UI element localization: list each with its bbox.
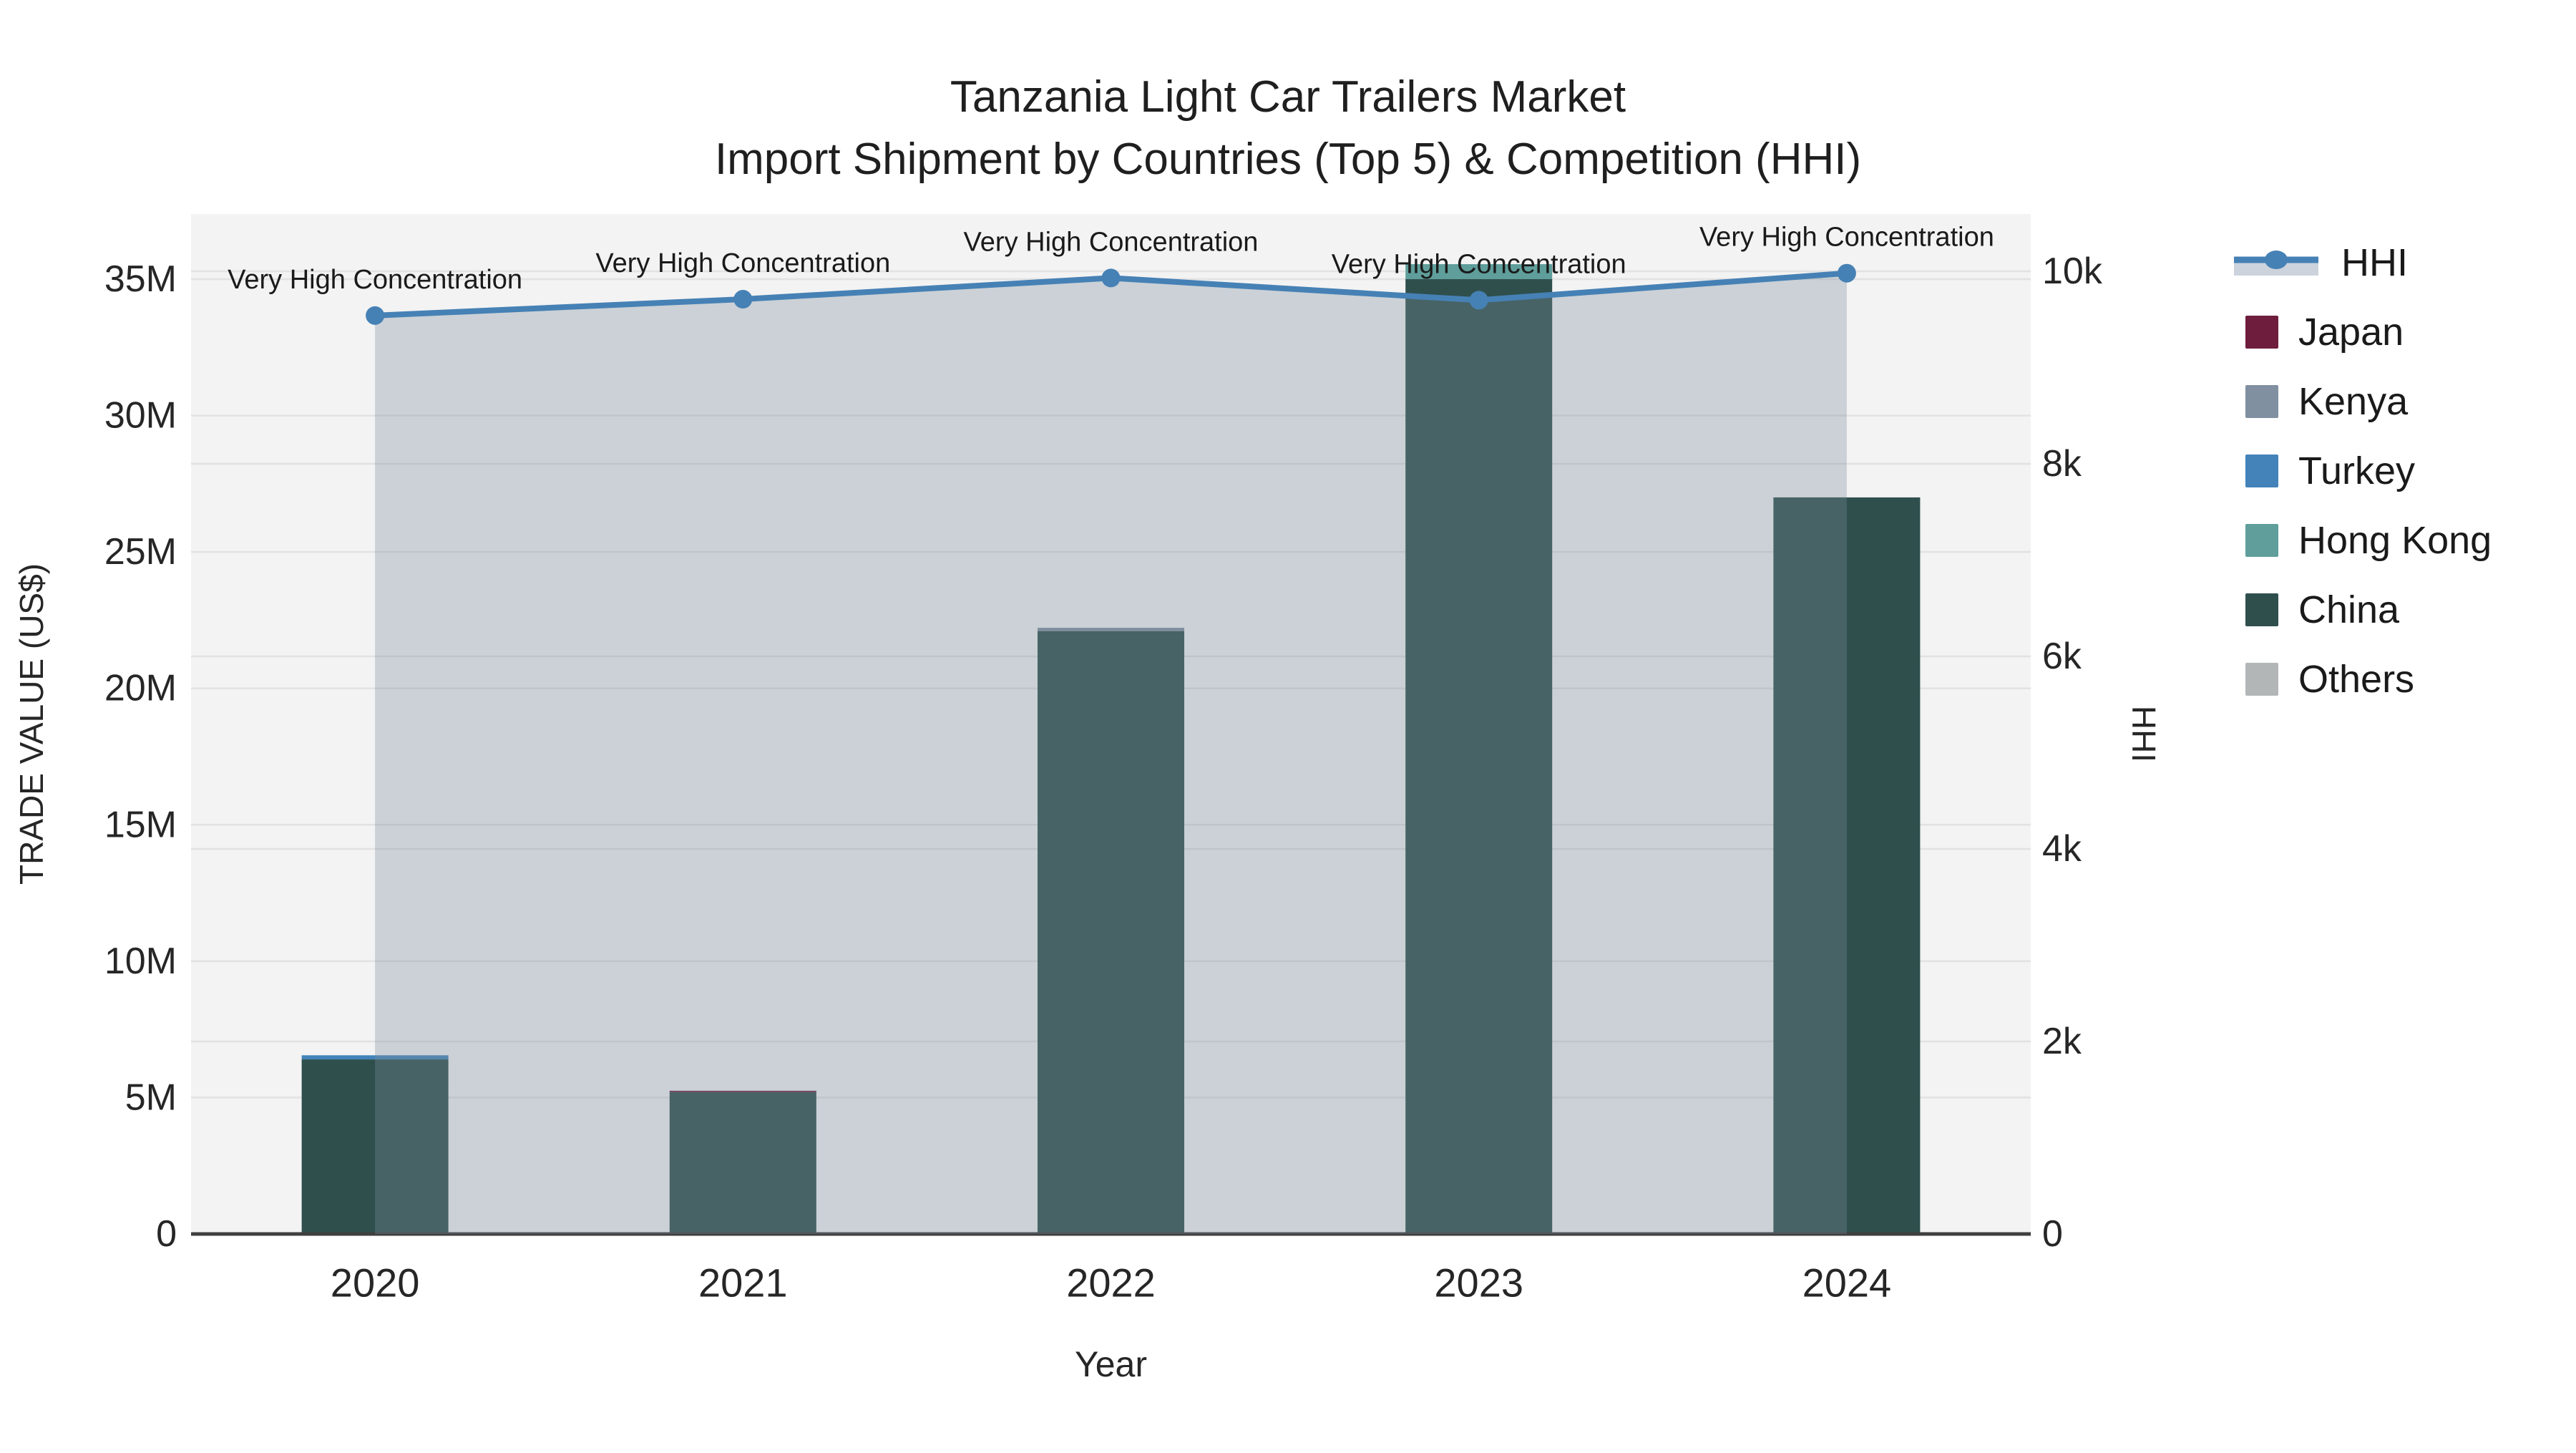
y-left-tick-20M: 20M bbox=[104, 668, 177, 709]
bar-segment-kenya-2022 bbox=[1038, 628, 1184, 631]
bar-segment-china-2023 bbox=[1405, 279, 1553, 1234]
legend-swatch-china bbox=[2245, 593, 2278, 626]
legend-label-hong-kong: Hong Kong bbox=[2298, 518, 2492, 562]
x-tick-2020: 2020 bbox=[331, 1260, 420, 1306]
x-tick-2022: 2022 bbox=[1066, 1260, 1156, 1306]
legend-item-hhi[interactable]: HHI bbox=[2231, 228, 2492, 297]
legend-item-japan[interactable]: Japan bbox=[2231, 297, 2492, 366]
legend-label-kenya: Kenya bbox=[2298, 379, 2409, 423]
legend: HHI Japan Kenya Turkey Hong Kong China Others bbox=[2231, 228, 2492, 714]
chart-title: Tanzania Light Car Trailers Market Impor… bbox=[0, 66, 2576, 190]
annotation-2024: Very High Concentration bbox=[1699, 223, 1994, 253]
y-left-tick-25M: 25M bbox=[104, 531, 177, 573]
chart-title-line2: Import Shipment by Countries (Top 5) & C… bbox=[714, 135, 1862, 184]
legend-label-turkey: Turkey bbox=[2298, 449, 2416, 492]
y-left-tick-15M: 15M bbox=[104, 804, 177, 845]
hhi-marker-2020 bbox=[366, 306, 385, 325]
y-left-tick-5M: 5M bbox=[125, 1077, 177, 1118]
legend-item-hong-kong[interactable]: Hong Kong bbox=[2231, 505, 2492, 575]
hhi-marker-2022 bbox=[1101, 268, 1121, 288]
bar-segment-china-2022 bbox=[1038, 631, 1184, 1234]
legend-swatch-hong-kong bbox=[2245, 523, 2278, 557]
legend-item-others[interactable]: Others bbox=[2231, 644, 2492, 714]
legend-swatch-kenya bbox=[2245, 384, 2278, 418]
bar-segment-china-2021 bbox=[669, 1092, 816, 1234]
legend-swatch-japan bbox=[2245, 315, 2278, 349]
legend-item-china[interactable]: China bbox=[2231, 575, 2492, 644]
x-tick-2023: 2023 bbox=[1434, 1260, 1523, 1306]
y-left-tick-0: 0 bbox=[156, 1213, 177, 1255]
legend-label-others: Others bbox=[2298, 657, 2415, 701]
y-left-tick-35M: 35M bbox=[104, 258, 177, 300]
y-right-tick-4k: 4k bbox=[2042, 828, 2082, 870]
legend-item-kenya[interactable]: Kenya bbox=[2231, 366, 2492, 436]
hhi-line-sample-icon bbox=[2234, 250, 2318, 276]
y-right-tick-0: 0 bbox=[2042, 1213, 2063, 1255]
legend-label-china: China bbox=[2298, 588, 2400, 631]
y-right-tick-10k: 10k bbox=[2042, 251, 2103, 292]
y-right-tick-8k: 8k bbox=[2042, 443, 2082, 485]
hhi-marker-2021 bbox=[733, 290, 753, 309]
hhi-marker-2024 bbox=[1837, 263, 1856, 283]
y-right-tick-6k: 6k bbox=[2042, 636, 2082, 677]
legend-swatch-turkey bbox=[2245, 454, 2278, 487]
annotation-2021: Very High Concentration bbox=[595, 248, 890, 278]
bar-segment-hong-kong-2023 bbox=[1405, 264, 1553, 280]
bar-segment-turkey-2020 bbox=[301, 1055, 449, 1060]
annotation-2022: Very High Concentration bbox=[964, 227, 1259, 257]
y-right-axis-title: HHI bbox=[2125, 706, 2162, 762]
legend-item-turkey[interactable]: Turkey bbox=[2231, 436, 2492, 505]
legend-label-hhi: HHI bbox=[2341, 240, 2408, 284]
y-left-axis-title: TRADE VALUE (US$) bbox=[13, 563, 50, 885]
x-tick-2021: 2021 bbox=[698, 1260, 788, 1306]
bar-segment-china-2020 bbox=[301, 1059, 449, 1234]
bar-segment-japan-2021 bbox=[669, 1090, 816, 1092]
legend-label-japan: Japan bbox=[2298, 310, 2404, 354]
chart-title-line1: Tanzania Light Car Trailers Market bbox=[950, 72, 1626, 122]
x-axis-title: Year bbox=[1075, 1344, 1147, 1384]
hhi-marker-2023 bbox=[1469, 291, 1488, 310]
annotation-2023: Very High Concentration bbox=[1332, 249, 1626, 279]
y-left-tick-30M: 30M bbox=[104, 395, 177, 437]
y-right-tick-2k: 2k bbox=[2042, 1021, 2082, 1062]
legend-swatch-others bbox=[2245, 662, 2278, 696]
annotation-2020: Very High Concentration bbox=[228, 265, 522, 295]
y-left-tick-10M: 10M bbox=[104, 941, 177, 982]
hhi-area-fill bbox=[375, 273, 1847, 1235]
bar-segment-china-2024 bbox=[1773, 497, 1921, 1234]
x-tick-2024: 2024 bbox=[1802, 1260, 1892, 1306]
